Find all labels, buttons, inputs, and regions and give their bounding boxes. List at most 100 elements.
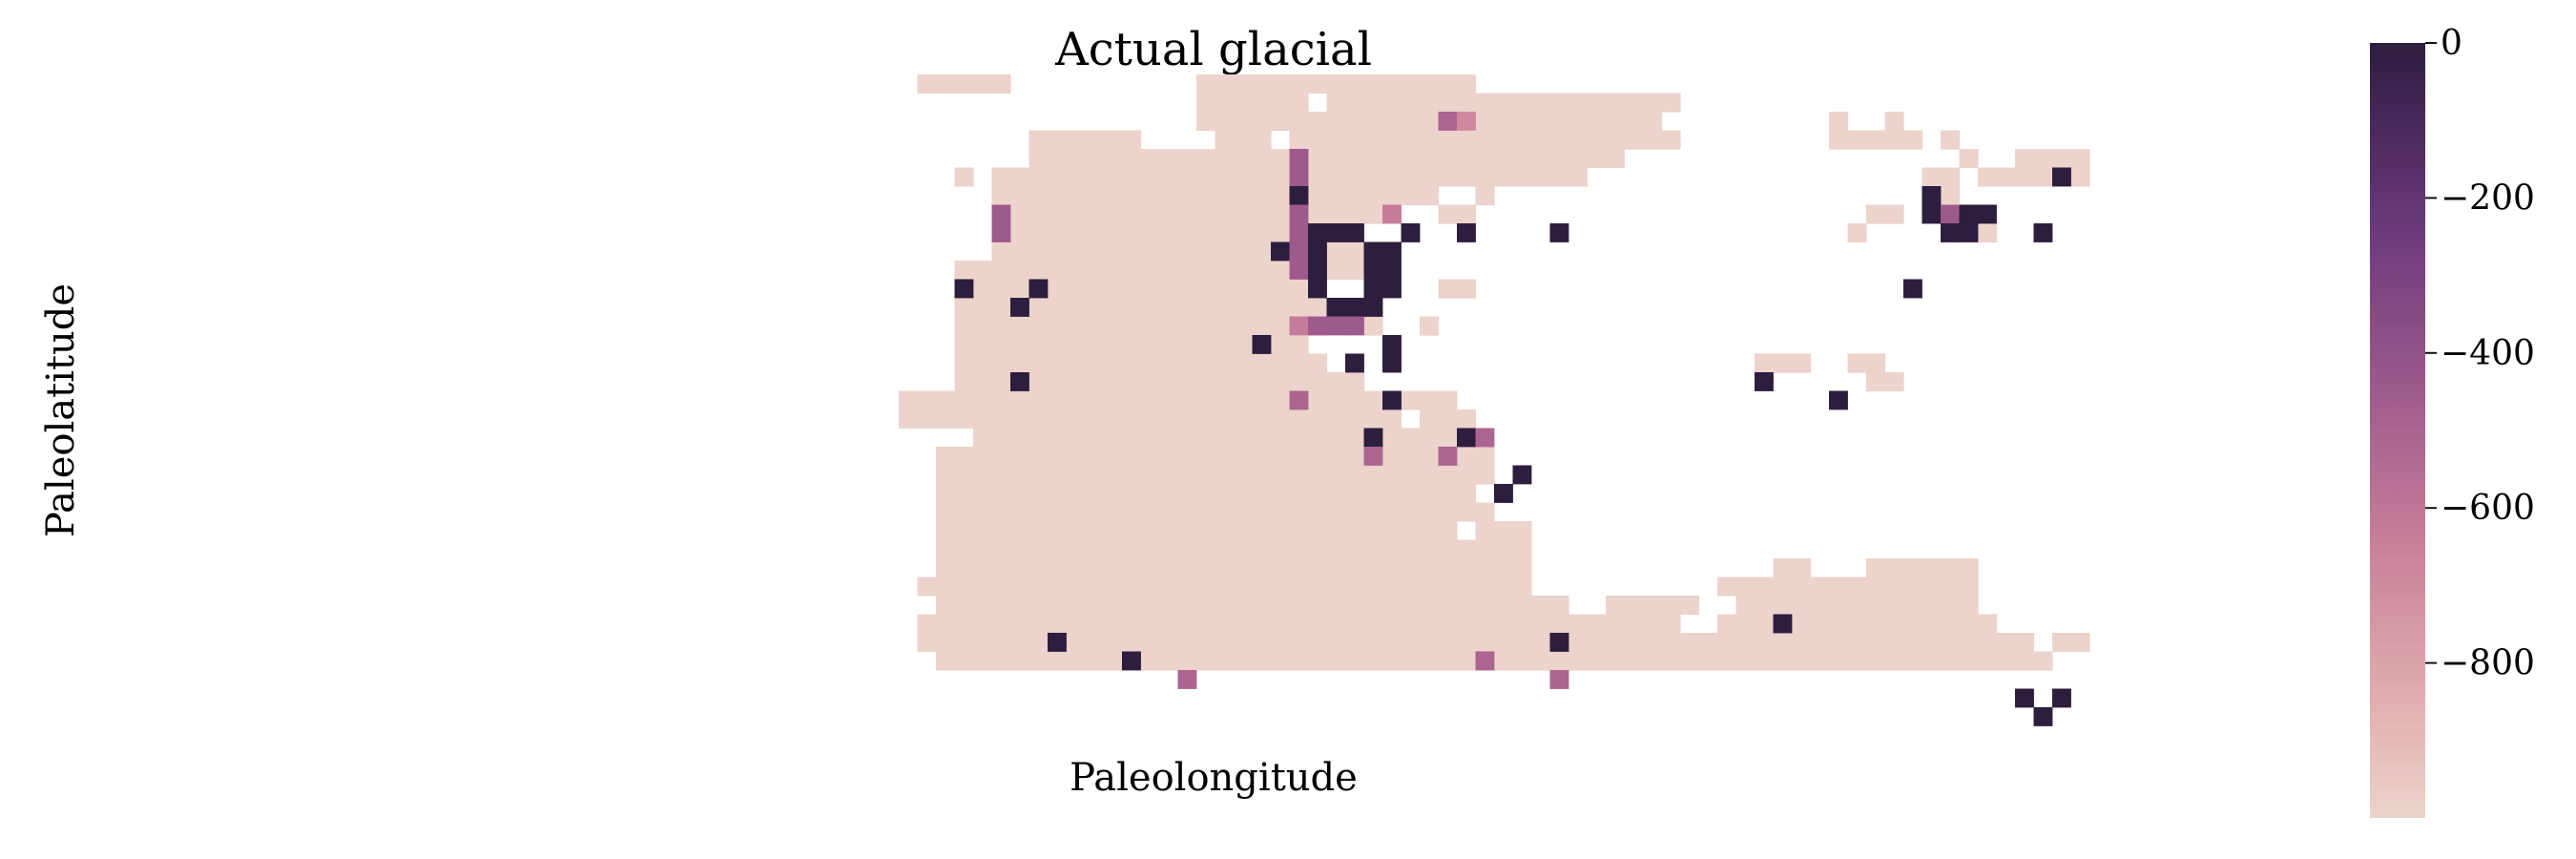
land-segment [1866, 204, 1904, 224]
heatmap-cell [1308, 261, 1327, 280]
heatmap-cell [1289, 223, 1309, 242]
land-segment [1847, 353, 1886, 373]
heatmap-cell [1401, 223, 1421, 242]
heatmap-cell [1903, 279, 1922, 299]
land-segment [1196, 93, 1309, 113]
land-segment [936, 521, 1458, 541]
land-segment [1512, 130, 1681, 150]
heatmap-cell [1959, 204, 1979, 224]
land-segment [936, 465, 1495, 485]
heatmap-cell [1363, 279, 1383, 299]
heatmap-cell [1959, 223, 1979, 242]
land-segment [917, 633, 2035, 653]
heatmap-cell [1363, 298, 1383, 317]
land-segment [1829, 130, 1923, 150]
land-segment [1829, 112, 1849, 132]
land-segment [1289, 130, 1514, 150]
land-segment [899, 409, 1402, 430]
chart-title: Actual glacial [1054, 23, 1372, 76]
heatmap-cell [1457, 112, 1476, 131]
heatmap-cell [1941, 223, 1960, 242]
land-segment [1475, 521, 1532, 541]
heatmap-grid [899, 74, 2090, 726]
heatmap-cell [1549, 633, 1569, 652]
heatmap-cell [1363, 241, 1383, 262]
land-segment [936, 539, 1532, 559]
heatmap-cell [1941, 204, 1960, 224]
land-segment [1606, 596, 1700, 616]
land-segment [954, 316, 1328, 336]
heatmap-cell [1010, 298, 1029, 317]
land-segment [954, 261, 1365, 281]
heatmap-cell [1512, 465, 1532, 485]
land-segment [1773, 558, 1812, 578]
heatmap-cell [1363, 428, 1383, 448]
heatmap-cell [1308, 279, 1327, 299]
land-segment [1438, 279, 1477, 299]
heatmap-cell [1978, 204, 1997, 224]
x-axis-label: Paleolongitude [1070, 756, 1358, 800]
colorbar-tick-label: −200 [2441, 178, 2535, 218]
y-axis-label: Paleolatitude [39, 283, 83, 537]
heatmap-cell [1345, 223, 1364, 242]
heatmap-cell [1326, 316, 1346, 336]
heatmap-cell [1289, 167, 1309, 187]
land-segment [1363, 316, 1383, 336]
land-segment [1531, 149, 1626, 169]
heatmap-cell [1289, 149, 1309, 168]
colorbar [2370, 43, 2425, 818]
land-segment [1866, 558, 1979, 578]
heatmap-cell [1345, 316, 1364, 336]
land-segment [1941, 130, 1961, 150]
land-segment [954, 298, 1328, 318]
land-segment [1531, 167, 1589, 187]
heatmap-cell [1457, 223, 1476, 242]
heatmap-cell [1549, 223, 1569, 242]
heatmap-cell [1289, 316, 1309, 336]
heatmap-cell [1475, 651, 1495, 671]
heatmap-cell [2052, 167, 2071, 187]
land-segment [1922, 167, 1961, 187]
land-segment [973, 428, 1477, 448]
heatmap-cell [1326, 223, 1346, 242]
heatmap-cell [1382, 279, 1402, 299]
land-segment [954, 279, 1309, 299]
heatmap-cell [1922, 204, 1942, 224]
land-segment [1475, 186, 1495, 206]
heatmap-cell [1122, 651, 1141, 671]
land-segment [936, 558, 1532, 578]
heatmap-cell [1922, 186, 1942, 205]
land-segment [1847, 223, 1867, 243]
heatmap-cell [1438, 447, 1458, 466]
land-segment [1028, 149, 1532, 169]
heatmap-cell [1289, 261, 1309, 280]
heatmap-cell [1289, 241, 1309, 262]
heatmap-cell [1289, 186, 1309, 205]
heatmap-cell [2052, 688, 2071, 708]
land-segment [1420, 409, 1477, 430]
heatmap-cell [1271, 241, 1290, 262]
land-segment [1866, 372, 1904, 392]
heatmap-cell [991, 223, 1011, 242]
colorbar-tick-label: −600 [2441, 489, 2535, 528]
colorbar-tick-label: 0 [2441, 24, 2462, 63]
heatmap-cell [1308, 316, 1327, 336]
land-segment [917, 614, 1681, 634]
heatmap-cell [1345, 353, 1364, 373]
heatmap-cell [954, 279, 974, 299]
land-segment [1215, 130, 1272, 150]
heatmap-cell [1308, 241, 1327, 262]
heatmap-cell [2033, 707, 2053, 726]
heatmap-cell [1382, 241, 1402, 262]
land-segment [954, 372, 1365, 392]
land-segment [991, 186, 1402, 206]
land-segment [954, 167, 974, 187]
heatmap-cell [1308, 223, 1327, 242]
land-segment [991, 204, 1402, 224]
land-segment [1420, 316, 1440, 336]
land-segment [954, 335, 1309, 355]
colorbar-tick-label: −400 [2441, 334, 2535, 373]
land-segment [1959, 149, 1979, 169]
land-segment [1028, 130, 1142, 150]
